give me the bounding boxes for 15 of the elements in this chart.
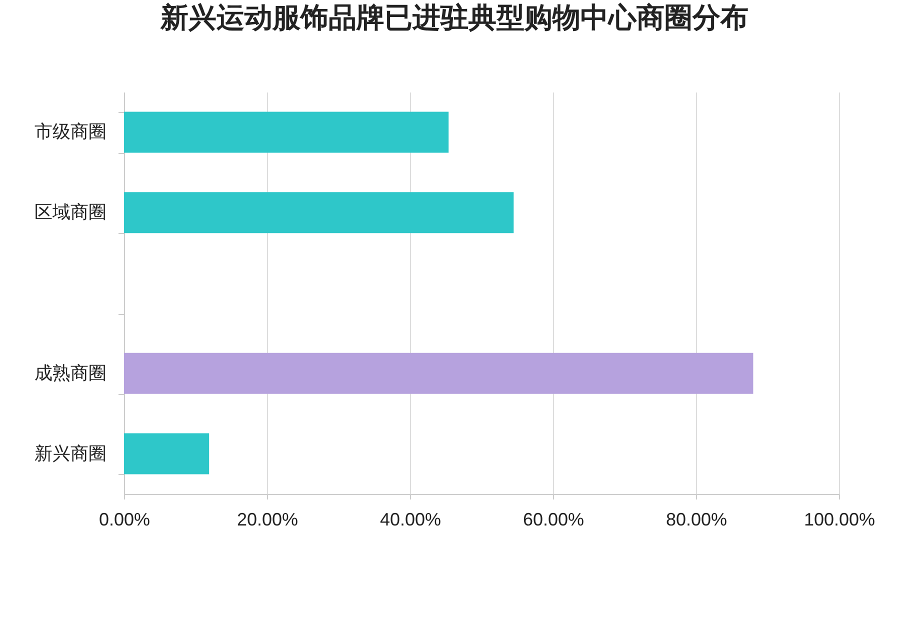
bar — [124, 433, 210, 474]
bar — [124, 352, 754, 394]
y-tick-label: 成熟商圈 — [34, 362, 106, 383]
x-tick-label: 0.00% — [98, 510, 150, 530]
x-tick-label: 40.00% — [380, 510, 442, 530]
y-tick-label: 区域商圈 — [34, 202, 106, 222]
y-tick-label: 新兴商圈 — [34, 443, 106, 464]
y-tick-label: 市级商圈 — [34, 122, 106, 142]
x-tick-label: 80.00% — [666, 510, 728, 530]
x-tick-label: 60.00% — [522, 510, 584, 530]
bar — [124, 192, 514, 234]
x-tick-label: 20.00% — [236, 510, 298, 530]
chart-title: 新兴运动服饰品牌已进驻典型购物中心商圈分布 — [159, 2, 748, 33]
x-tick-label: 100.00% — [804, 510, 876, 530]
bar — [124, 112, 449, 153]
